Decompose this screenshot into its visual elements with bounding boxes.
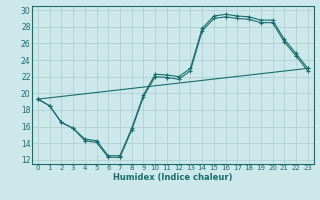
X-axis label: Humidex (Indice chaleur): Humidex (Indice chaleur)	[113, 173, 233, 182]
